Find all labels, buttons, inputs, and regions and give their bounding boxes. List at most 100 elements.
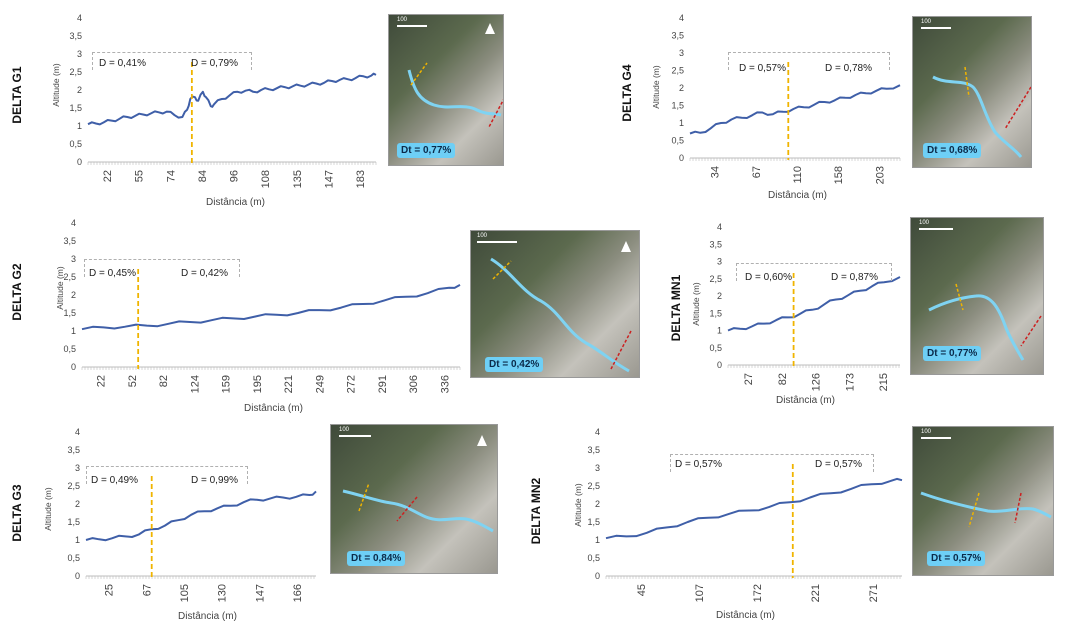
profile-chart-g4: 0 0,5 1 1,5 2 2,5 3 3,5 4 34 67 110 158 203	[671, 13, 901, 184]
north-arrow-icon	[621, 241, 631, 252]
y-tick-label: 3,5	[587, 445, 600, 455]
map-overlay	[932, 66, 1031, 158]
y-tick-label: 2,5	[671, 66, 684, 76]
y-tick-label: 0,5	[63, 344, 76, 354]
panel-delta-mn2: DELTA MN2 Altitude (m) 0 0,5 1 1,5 2 2,5 3 3,5 4…	[520, 418, 1067, 623]
y-tick-label: 0,5	[69, 139, 82, 149]
x-axis-label: Distância (m)	[244, 403, 303, 414]
dt-badge: Dt = 0,77%	[397, 143, 456, 158]
x-tick-label: 271	[868, 584, 880, 602]
y-tick-label: 3	[679, 48, 684, 58]
y-tick-label: 4	[679, 13, 684, 23]
panel-delta-g3: DELTA G3 Altitude (m) 0 0,5 1 1,5 2 2,5 3 3,5 4 2…	[0, 418, 520, 623]
map-image-g1: 100 Dt = 0,77%	[388, 14, 504, 166]
y-tick-label: 1,5	[709, 308, 722, 318]
y-tick-label: 0,5	[587, 553, 600, 563]
x-tick-label: 108	[260, 170, 272, 188]
slope-right: D = 0,99%	[191, 475, 238, 486]
y-tick-label: 1,5	[671, 101, 684, 111]
x-tick-label: 124	[189, 375, 201, 393]
y-tick-label: 1	[717, 326, 722, 336]
x-tick-label: 135	[292, 170, 304, 188]
slope-right: D = 0,78%	[825, 63, 872, 74]
north-arrow-icon	[477, 435, 487, 446]
x-axis-label: Distância (m)	[716, 610, 775, 621]
x-tick-label: 306	[408, 375, 420, 393]
scale-label: 100	[397, 17, 408, 23]
y-tick-label: 2	[71, 290, 76, 300]
x-tick-label: 110	[792, 166, 804, 184]
y-tick-label: 2	[679, 83, 684, 93]
scale-bar: 100	[921, 19, 951, 29]
x-axis-label: Distância (m)	[206, 197, 265, 208]
slope-left: D = 0,41%	[99, 58, 146, 69]
dt-badge: Dt = 0,57%	[927, 551, 986, 566]
map-image-mn1: 100 Dt = 0,77%	[910, 217, 1044, 375]
profile-chart-mn2: 0 0,5 1 1,5 2 2,5 3 3,5 4 45 107 172 221 271	[587, 427, 903, 602]
y-tick-label: 3,5	[63, 236, 76, 246]
panel-delta-g2: DELTA G2 Altitude (m) 0 0,5 1 1,5 2 2,5 3 3,5 4 2…	[0, 205, 660, 420]
x-tick-label: 52	[127, 375, 139, 387]
map-image-g4: 100 Dt = 0,68%	[912, 16, 1032, 168]
slope-box: D = 0,41% D = 0,79%	[92, 52, 252, 70]
profile-line	[605, 477, 903, 540]
scale-label: 100	[339, 427, 350, 433]
y-tick-label: 0	[679, 153, 684, 163]
y-tick-label: 3	[71, 254, 76, 264]
x-tick-label: 27	[743, 373, 755, 385]
slope-box: D = 0,60% D = 0,87%	[736, 263, 892, 283]
slope-left: D = 0,57%	[675, 459, 722, 470]
y-tick-label: 0	[71, 362, 76, 372]
slope-box: D = 0,57% D = 0,78%	[728, 52, 890, 74]
scale-label: 100	[919, 220, 930, 226]
panel-delta-mn1: DELTA MN1 Altitude (m) 0 0,5 1 1,5 2 2,5 3 3,5 4…	[660, 205, 1067, 420]
x-tick-label: 74	[165, 170, 177, 182]
dt-badge: Dt = 0,77%	[923, 346, 982, 361]
scale-bar: 100	[339, 427, 371, 437]
y-tick-label: 3	[75, 463, 80, 473]
slope-left: D = 0,60%	[745, 272, 792, 283]
x-tick-label: 173	[844, 373, 856, 391]
x-tick-label: 22	[96, 375, 108, 387]
y-tick-label: 1	[595, 535, 600, 545]
scale-bar: 100	[477, 233, 517, 243]
slope-right: D = 0,57%	[815, 459, 862, 470]
y-tick-label: 0	[595, 571, 600, 581]
x-tick-label: 147	[324, 170, 336, 188]
x-tick-label: 221	[283, 375, 295, 393]
y-tick-label: 1,5	[63, 308, 76, 318]
x-tick-label: 159	[221, 375, 233, 393]
x-axis-label: Distância (m)	[768, 190, 827, 201]
x-axis-label: Distância (m)	[178, 611, 237, 622]
map-image-mn2: 100 Dt = 0,57%	[912, 426, 1054, 576]
profile-line	[727, 276, 901, 332]
x-tick-label: 84	[197, 170, 209, 182]
x-tick-label: 45	[636, 584, 648, 596]
y-tick-label: 0	[77, 157, 82, 167]
x-tick-label: 221	[810, 584, 822, 602]
slope-left: D = 0,49%	[91, 475, 138, 486]
y-tick-label: 1,5	[587, 517, 600, 527]
x-tick-label: 158	[833, 166, 845, 184]
profile-line	[87, 72, 377, 126]
slope-left: D = 0,45%	[89, 268, 136, 279]
x-tick-label: 22	[102, 170, 114, 182]
panel-delta-g1: DELTA G1 Altitude (m) 0 0,5 1 1,5 2 2,5 3 3,5 4 2…	[0, 0, 520, 210]
y-tick-label: 0	[75, 571, 80, 581]
slope-box: D = 0,57% D = 0,57%	[670, 454, 874, 472]
profile-line	[689, 84, 901, 135]
x-tick-label: 82	[777, 373, 789, 385]
slope-box: D = 0,45% D = 0,42%	[84, 259, 240, 279]
map-overlay	[407, 62, 503, 128]
y-tick-label: 4	[595, 427, 600, 437]
y-tick-label: 4	[71, 218, 76, 228]
y-tick-label: 0,5	[709, 343, 722, 353]
y-tick-label: 3	[77, 49, 82, 59]
x-tick-label: 82	[158, 375, 170, 387]
profile-chart-g3: 0 0,5 1 1,5 2 2,5 3 3,5 4 25 67 105 130 147 166	[67, 427, 317, 602]
slope-box: D = 0,49% D = 0,99%	[86, 466, 248, 486]
y-tick-label: 1	[75, 535, 80, 545]
y-tick-label: 4	[75, 427, 80, 437]
y-tick-label: 3	[595, 463, 600, 473]
scale-label: 100	[921, 429, 932, 435]
